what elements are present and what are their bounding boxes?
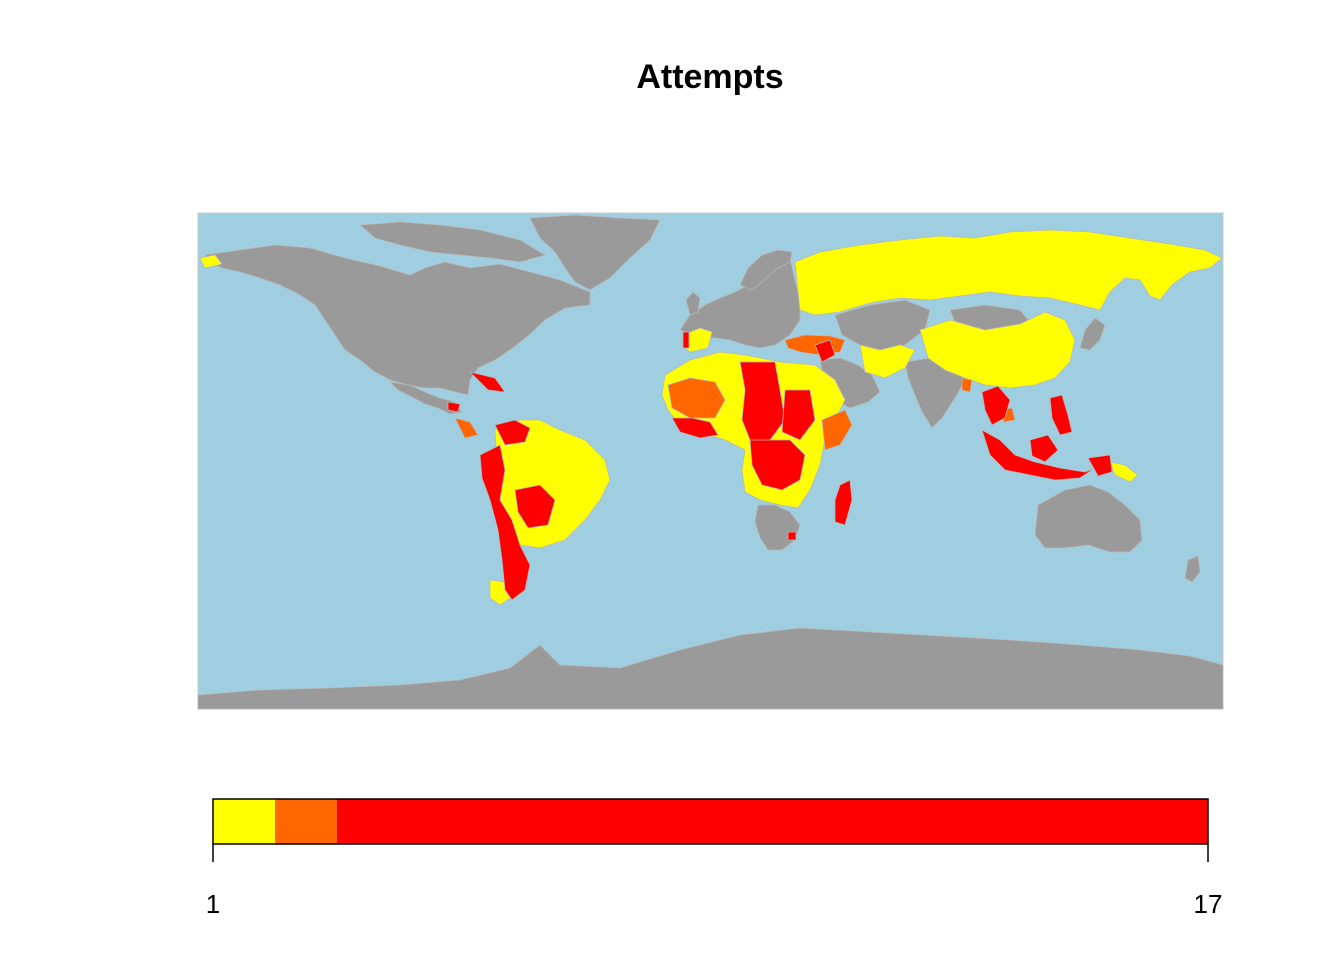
uk	[685, 291, 701, 316]
scandinavia	[739, 249, 793, 291]
sudan-red	[781, 389, 816, 441]
map-title: Attempts	[636, 58, 784, 96]
north-america	[204, 244, 591, 396]
greenland	[529, 214, 661, 291]
central-africa-red	[749, 439, 806, 491]
guatemala-red	[447, 401, 461, 413]
horn-africa-orange	[821, 409, 853, 451]
legend-bin-3	[337, 799, 1208, 844]
bolivia-paraguay-red	[514, 484, 556, 529]
iberia	[681, 327, 713, 353]
iraq	[814, 339, 836, 363]
new-guinea-west-red	[1087, 454, 1113, 477]
caribbean-red	[469, 371, 506, 393]
alaska-tip	[199, 254, 223, 269]
new-zealand	[1184, 555, 1201, 583]
legend-max-label: 17	[1194, 889, 1223, 919]
legend-frame	[212, 798, 1209, 845]
antarctica	[197, 627, 1224, 710]
west-africa-red	[671, 417, 719, 439]
japan	[1079, 317, 1106, 351]
mainland-se-asia-red	[981, 385, 1011, 426]
west-africa-orange	[667, 377, 726, 419]
central-asia	[834, 299, 931, 351]
southern-asia-yellow	[859, 344, 916, 379]
russia	[794, 229, 1223, 316]
myanmar-orange	[961, 377, 973, 393]
central-america-orange	[454, 417, 479, 439]
lesotho-red	[787, 531, 797, 541]
madagascar	[834, 479, 853, 526]
legend-bin-1	[213, 799, 275, 844]
legend-bins	[213, 799, 1208, 844]
borneo-red	[1029, 434, 1059, 463]
legend-min-label: 1	[206, 889, 220, 919]
china	[919, 311, 1076, 389]
legend-bin-2	[275, 799, 337, 844]
portugal-red	[682, 331, 690, 349]
australia	[1034, 484, 1143, 553]
south-america-red	[479, 444, 531, 601]
venezuela-red	[494, 419, 531, 446]
mexico-central	[389, 381, 463, 415]
philippines-red	[1049, 394, 1073, 436]
arctic-canada	[359, 221, 546, 263]
europe	[679, 257, 801, 349]
new-guinea-east	[1109, 461, 1139, 483]
